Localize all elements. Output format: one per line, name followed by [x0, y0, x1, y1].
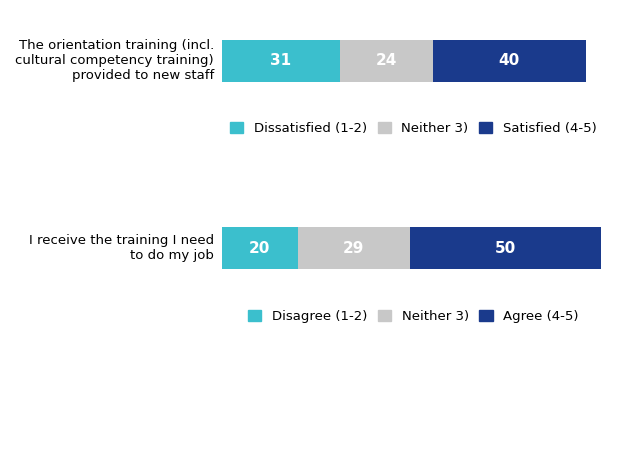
Bar [222, 227, 298, 269]
Text: 29: 29 [343, 241, 364, 256]
Text: 24: 24 [376, 53, 397, 68]
Text: 40: 40 [499, 53, 520, 68]
Text: 31: 31 [270, 53, 291, 68]
Bar [432, 40, 586, 82]
Bar [298, 227, 409, 269]
Legend: Disagree (1-2), Neither 3), Agree (4-5): Disagree (1-2), Neither 3), Agree (4-5) [243, 304, 584, 328]
Legend: Dissatisfied (1-2), Neither 3), Satisfied (4-5): Dissatisfied (1-2), Neither 3), Satisfie… [225, 117, 602, 141]
Text: The orientation training (incl.
cultural competency training)
provided to new st: The orientation training (incl. cultural… [15, 39, 214, 82]
Bar [409, 227, 602, 269]
Bar [341, 40, 432, 82]
Text: 50: 50 [495, 241, 516, 256]
Text: I receive the training I need
to do my job: I receive the training I need to do my j… [29, 234, 214, 262]
Bar [222, 40, 341, 82]
Text: 20: 20 [249, 241, 271, 256]
